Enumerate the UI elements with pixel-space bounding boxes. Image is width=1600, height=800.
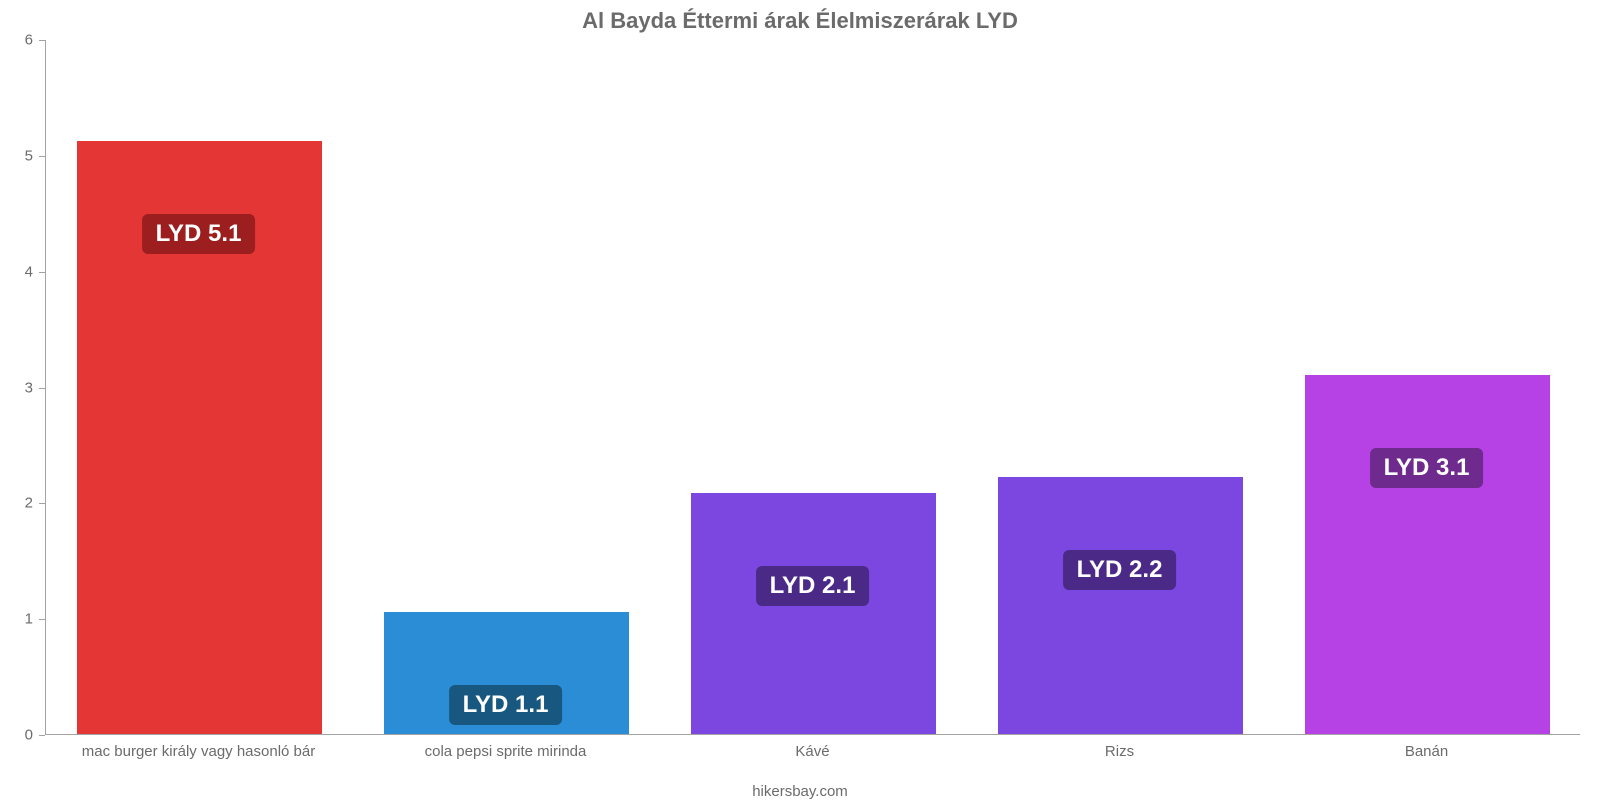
y-tick-label: 6	[0, 32, 33, 49]
y-tick-mark	[39, 388, 45, 389]
y-tick-mark	[39, 503, 45, 504]
y-tick-label: 0	[0, 727, 33, 744]
bar	[998, 477, 1244, 734]
y-tick-mark	[39, 40, 45, 41]
x-tick-label: Banán	[1405, 743, 1448, 760]
y-tick-mark	[39, 156, 45, 157]
x-tick-label: cola pepsi sprite mirinda	[425, 743, 587, 760]
chart-title: Al Bayda Éttermi árak Élelmiszerárak LYD	[0, 8, 1600, 34]
y-tick-label: 5	[0, 147, 33, 164]
y-tick-label: 3	[0, 379, 33, 396]
bar	[691, 493, 937, 734]
y-tick-label: 4	[0, 263, 33, 280]
x-tick-label: Kávé	[795, 743, 829, 760]
chart-footer-caption: hikersbay.com	[0, 783, 1600, 800]
bar-value-label: LYD 2.2	[1063, 550, 1177, 590]
bar-value-label: LYD 1.1	[449, 685, 563, 725]
y-tick-label: 1	[0, 611, 33, 628]
y-tick-mark	[39, 272, 45, 273]
y-tick-label: 2	[0, 495, 33, 512]
bar-value-label: LYD 5.1	[142, 214, 256, 254]
plot-area	[45, 40, 1580, 735]
bar	[1305, 375, 1551, 734]
bar-value-label: LYD 3.1	[1370, 448, 1484, 488]
y-tick-mark	[39, 619, 45, 620]
x-tick-label: Rizs	[1105, 743, 1134, 760]
y-tick-mark	[39, 735, 45, 736]
bar-value-label: LYD 2.1	[756, 566, 870, 606]
bar-chart: Al Bayda Éttermi árak Élelmiszerárak LYD…	[0, 0, 1600, 800]
x-tick-label: mac burger király vagy hasonló bár	[82, 743, 315, 760]
